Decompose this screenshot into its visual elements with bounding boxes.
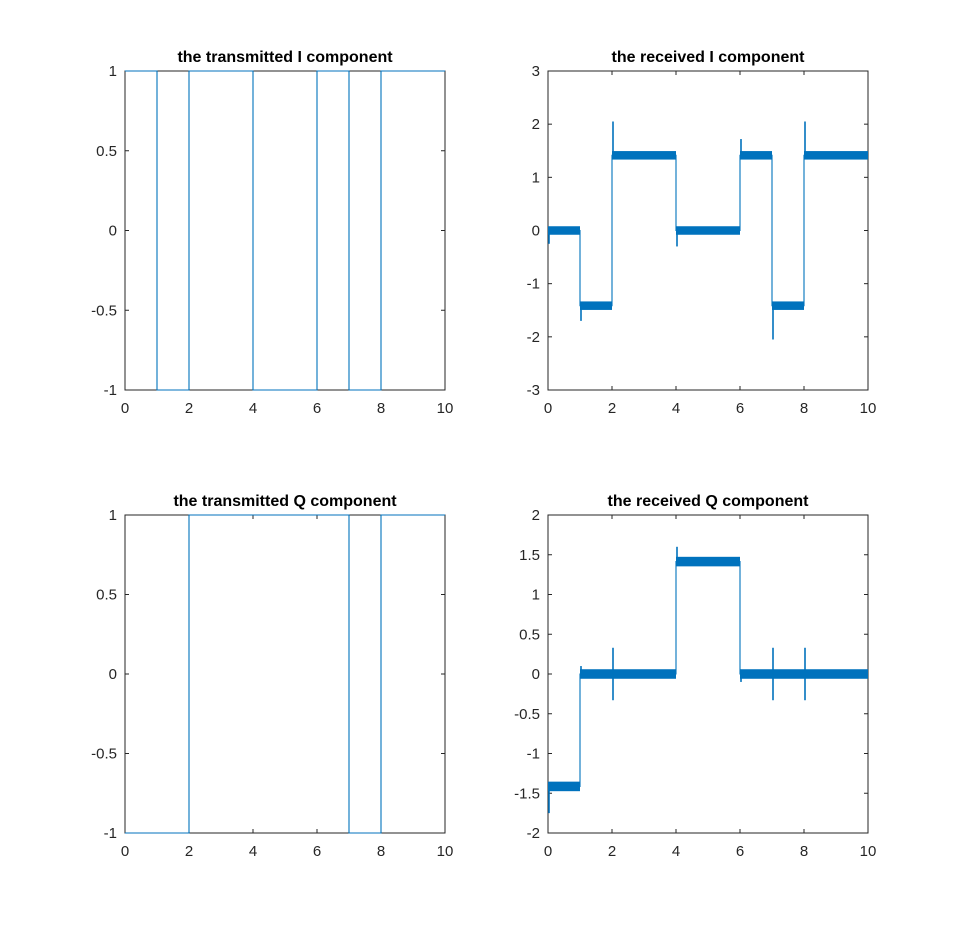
subplot-rx-q: the received Q component 0 2 4 6 8 10-2-1.5-1… bbox=[514, 493, 876, 860]
x-tick-label: 4 bbox=[249, 400, 257, 417]
y-tick-label: 0.5 bbox=[519, 626, 540, 643]
y-tick-label: -0.5 bbox=[91, 302, 117, 319]
y-tick-label: -3 bbox=[527, 382, 540, 399]
x-tick-label: 8 bbox=[800, 843, 808, 860]
y-tick-label: 1 bbox=[532, 587, 540, 604]
y-tick-label: -2 bbox=[527, 825, 540, 842]
x-tick-label: 4 bbox=[672, 843, 680, 860]
y-tick-label: 2 bbox=[532, 116, 540, 133]
x-tick-label: 10 bbox=[860, 843, 877, 860]
x-tick-label: 0 bbox=[121, 400, 129, 417]
y-tick-label: 0 bbox=[532, 223, 540, 240]
x-tick-label: 0 bbox=[544, 400, 552, 417]
y-tick-label: -0.5 bbox=[91, 746, 117, 763]
y-tick-label: 1 bbox=[109, 507, 117, 524]
y-tick-label: -1 bbox=[527, 746, 540, 763]
y-tick-label: 1 bbox=[532, 169, 540, 186]
x-tick-label: 6 bbox=[736, 843, 744, 860]
x-tick-label: 2 bbox=[185, 400, 193, 417]
chart-title: the transmitted Q component bbox=[173, 493, 397, 510]
y-tick-label: -0.5 bbox=[514, 706, 540, 723]
x-tick-label: 6 bbox=[313, 400, 321, 417]
x-tick-label: 8 bbox=[377, 400, 385, 417]
series-line bbox=[125, 70, 445, 391]
x-tick-label: 6 bbox=[736, 400, 744, 417]
y-tick-label: 0 bbox=[532, 666, 540, 683]
x-tick-label: 4 bbox=[249, 843, 257, 860]
y-tick-label: 1 bbox=[109, 63, 117, 80]
axes-frame bbox=[124, 70, 446, 391]
signal-transition-line bbox=[548, 154, 868, 307]
y-tick-label: 2 bbox=[532, 507, 540, 524]
x-tick-label: 8 bbox=[800, 400, 808, 417]
x-tick-label: 2 bbox=[185, 843, 193, 860]
subplot-tx-q: the transmitted Q component 0 2 4 6 8 10-1-0.… bbox=[91, 493, 453, 860]
x-tick-label: 10 bbox=[437, 400, 454, 417]
y-tick-label: -1 bbox=[104, 825, 117, 842]
x-tick-label: 6 bbox=[313, 843, 321, 860]
y-tick-label: 1.5 bbox=[519, 547, 540, 564]
y-tick-label: -1.5 bbox=[514, 785, 540, 802]
chart-title: the received I component bbox=[612, 49, 806, 66]
y-tick-label: -2 bbox=[527, 329, 540, 346]
subplot-tx-i: the transmitted I component 0 2 4 6 8 10-1-0.… bbox=[91, 49, 453, 417]
axes-frame bbox=[124, 514, 446, 834]
x-tick-label: 0 bbox=[544, 843, 552, 860]
series-line bbox=[125, 514, 445, 834]
x-tick-label: 2 bbox=[608, 400, 616, 417]
chart-title: the transmitted I component bbox=[177, 49, 393, 66]
y-tick-label: 0 bbox=[109, 223, 117, 240]
y-tick-label: 0 bbox=[109, 666, 117, 683]
x-tick-label: 10 bbox=[437, 843, 454, 860]
x-tick-label: 4 bbox=[672, 400, 680, 417]
y-tick-label: -1 bbox=[104, 382, 117, 399]
x-tick-label: 0 bbox=[121, 843, 129, 860]
subplot-rx-i: the received I component 0 2 4 6 8 10 -3 -2 -1 0 1… bbox=[527, 49, 877, 417]
y-tick-label: 0.5 bbox=[96, 143, 117, 160]
y-tick-label: -1 bbox=[527, 276, 540, 293]
x-tick-label: 8 bbox=[377, 843, 385, 860]
y-tick-label: 3 bbox=[532, 63, 540, 80]
y-tick-label: 0.5 bbox=[96, 587, 117, 604]
x-tick-label: 2 bbox=[608, 843, 616, 860]
signal-transition-line bbox=[548, 561, 868, 787]
chart-title: the received Q component bbox=[608, 493, 810, 510]
x-tick-label: 10 bbox=[860, 400, 877, 417]
